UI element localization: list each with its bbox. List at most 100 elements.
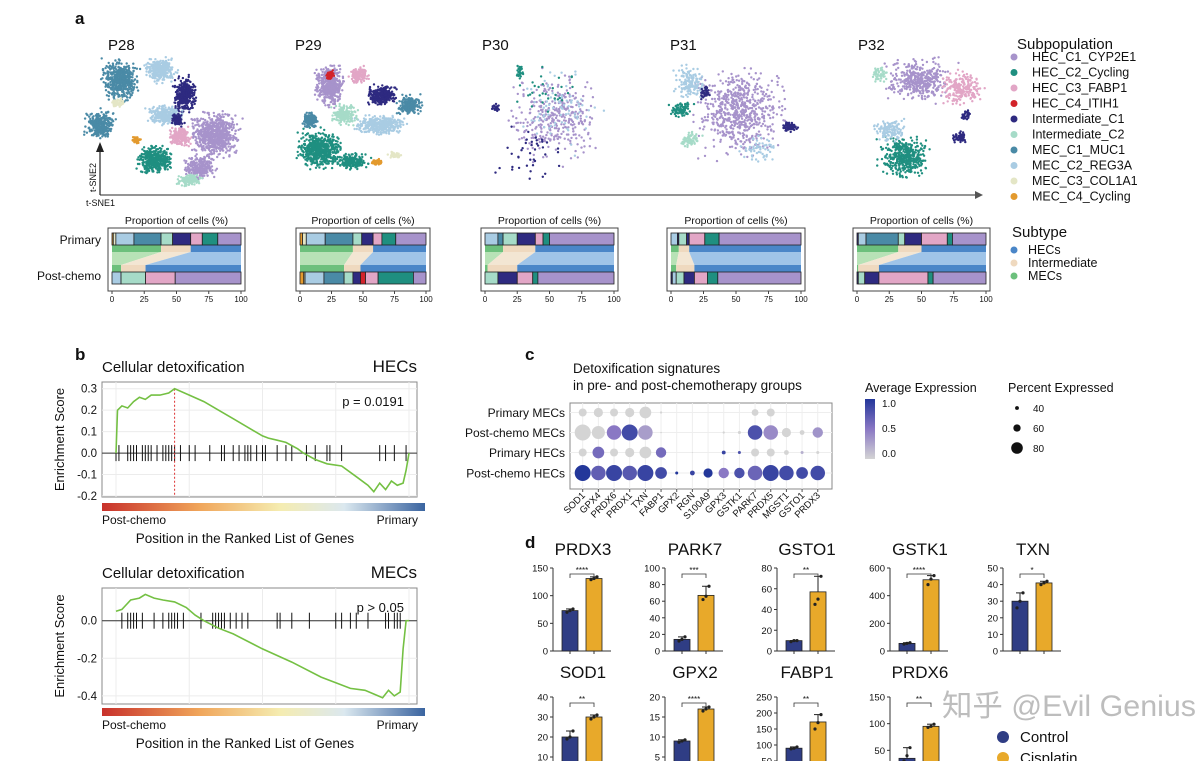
tsne-point: [218, 119, 222, 123]
tsne-point: [126, 99, 129, 102]
tsne-point: [150, 76, 154, 79]
tsne-point: [169, 161, 172, 164]
tsne-point: [105, 77, 108, 81]
tsne-point: [161, 104, 164, 108]
tsne-point: [153, 112, 157, 116]
tsne-point: [216, 146, 219, 149]
tsne-point: [199, 143, 203, 146]
tsne-point: [211, 119, 214, 123]
tsne-point: [108, 78, 111, 81]
tsne-point: [320, 86, 324, 89]
tsne-point: [181, 179, 185, 182]
tsne-point: [217, 153, 220, 156]
tsne-point: [144, 107, 147, 110]
tsne-point: [153, 77, 156, 80]
tsne-point: [198, 177, 202, 180]
tsne-point: [151, 153, 154, 156]
tsne-point: [373, 115, 376, 118]
tsne-point: [104, 118, 108, 122]
tsne-point: [136, 136, 139, 139]
tsne-point: [190, 161, 193, 164]
tsne-point: [158, 171, 161, 174]
tsne-point: [184, 161, 187, 165]
tsne-point: [116, 73, 120, 76]
tsne-point: [144, 150, 147, 153]
tsne-point: [180, 176, 183, 179]
panel-label-d: d: [525, 533, 535, 552]
tsne-point: [350, 77, 354, 81]
tsne-point: [339, 68, 342, 71]
tsne-point: [174, 128, 177, 131]
tsne-point: [325, 92, 329, 96]
tsne-point: [221, 110, 224, 113]
tsne-point: [165, 151, 168, 154]
tsne-point: [355, 78, 358, 82]
tsne-point: [395, 88, 398, 91]
tsne-point: [167, 106, 171, 109]
tsne-point: [158, 67, 161, 70]
tsne-point: [160, 69, 164, 73]
tsne-point: [399, 104, 402, 108]
tsne-point: [115, 75, 118, 78]
tsne-point: [321, 73, 324, 76]
tsne-point: [356, 71, 359, 74]
tsne-point: [147, 147, 150, 150]
tsne-point: [367, 103, 371, 106]
tsne-point: [117, 65, 120, 69]
tsne-point: [382, 98, 385, 101]
tsne-point: [209, 150, 212, 153]
tsne-point: [219, 149, 222, 152]
tsne-point: [149, 155, 152, 159]
tsne-point: [325, 83, 328, 87]
tsne-point: [134, 138, 137, 142]
tsne-point: [356, 74, 359, 78]
tsne-point: [165, 119, 168, 123]
tsne-point: [192, 97, 196, 101]
tsne-point: [89, 117, 92, 121]
tsne-point: [191, 166, 194, 169]
tsne-point: [88, 115, 91, 118]
tsne-point: [104, 81, 107, 85]
tsne-point: [213, 130, 216, 133]
tsne-point: [110, 118, 114, 121]
tsne-point: [123, 75, 126, 78]
tsne-point: [200, 161, 204, 165]
tsne-point: [87, 126, 90, 130]
tsne-point: [169, 133, 172, 136]
tsne-point: [85, 131, 89, 134]
tsne-point: [200, 117, 203, 120]
tsne-point: [158, 74, 161, 77]
tsne-point: [112, 95, 116, 98]
tsne-point: [221, 134, 224, 137]
tsne-point: [211, 148, 215, 152]
tsne-point: [183, 121, 186, 125]
tsne-point: [187, 163, 190, 166]
tsne-point: [126, 81, 129, 84]
tsne-point: [181, 76, 185, 80]
panel-label-b: b: [75, 345, 85, 364]
tsne-point: [182, 91, 185, 94]
tsne-point: [227, 114, 230, 117]
tsne-point: [181, 106, 185, 109]
tsne-point: [212, 136, 216, 139]
tsne-point: [358, 69, 362, 72]
tsne-point: [211, 152, 214, 156]
tsne-point: [230, 124, 233, 127]
tsne-point: [181, 94, 184, 97]
tsne-point: [166, 155, 169, 159]
tsne-point: [318, 76, 321, 80]
tsne-point: [219, 114, 222, 118]
tsne-point: [124, 99, 128, 102]
tsne-point: [369, 93, 372, 96]
tsne-point: [231, 136, 235, 139]
tsne-point: [188, 111, 191, 114]
tsne-point: [174, 123, 177, 126]
tsne-point: [121, 76, 125, 80]
tsne-point: [395, 101, 398, 105]
tsne-point: [101, 121, 105, 124]
tsne-point: [138, 154, 142, 157]
tsne-point: [206, 139, 209, 142]
tsne-point: [126, 92, 129, 96]
tsne-point: [187, 140, 190, 144]
tsne-point: [113, 91, 116, 95]
